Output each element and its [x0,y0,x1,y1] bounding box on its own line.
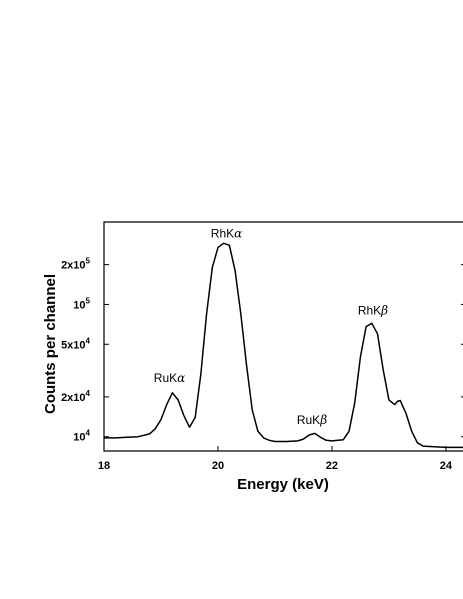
peak-annotation: RuKβ [297,413,327,427]
peak-annotation-line: β [319,413,327,427]
y-axis-title: Counts per channel [42,274,59,414]
x-axis-title: Energy (keV) [237,476,329,493]
peak-annotation-element: RhK [358,303,381,317]
peak-annotation-line: α [234,227,242,241]
y-tick-label-exponent: 4 [86,389,91,398]
y-tick-label: 5x104 [61,336,90,351]
peak-annotation-element: RuK [154,371,177,385]
peak-annotation-line: β [380,303,388,317]
series-layer [104,242,463,449]
y-tick-label: 2x105 [61,257,90,272]
y-tick-label-base: 5x10 [61,339,85,351]
spectrum-series-line [104,242,463,449]
y-tick-label: 2x104 [61,389,90,404]
y-tick-label-base: 10 [73,432,85,444]
y-tick-label-exponent: 5 [86,296,91,305]
x-tick-label: 20 [212,460,224,472]
y-tick-label-base: 2x10 [61,260,85,272]
y-tick-label-exponent: 4 [86,336,91,345]
x-tick-label: 24 [440,460,453,472]
y-tick-label-exponent: 4 [86,429,91,438]
plot-frame [103,221,463,452]
y-tick-label-base: 10 [73,299,85,311]
peak-annotation-element: RhK [211,227,234,241]
peak-annotation-element: RuK [297,413,320,427]
y-tick-label: 104 [73,429,90,444]
x-tick-label: 22 [326,460,338,472]
x-tick-label: 18 [98,460,110,472]
y-tick-label: 105 [73,296,90,311]
peak-annotation: RhKα [211,227,242,241]
plot-frame-border [103,221,463,452]
peak-annotation: RhKβ [358,303,388,317]
y-tick-label-exponent: 5 [86,257,91,266]
y-tick-label-base: 2x10 [61,392,85,404]
peak-annotation-line: α [177,371,185,385]
peak-annotation: RuKα [154,371,185,385]
